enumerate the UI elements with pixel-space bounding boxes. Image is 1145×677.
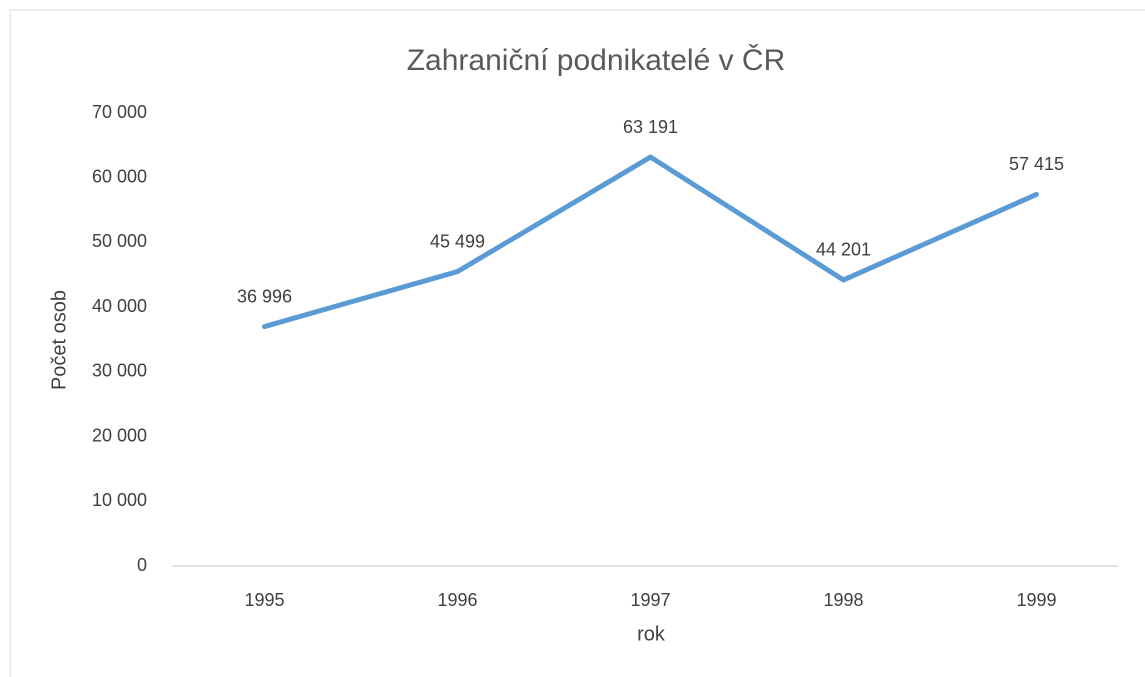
x-tick-label: 1997 [630, 590, 670, 610]
x-tick-label: 1996 [437, 590, 477, 610]
data-label: 45 499 [430, 231, 485, 251]
data-label: 44 201 [816, 240, 871, 260]
y-tick-label: 60 000 [92, 166, 147, 186]
chart-frame [9, 9, 1145, 677]
y-tick-label: 50 000 [92, 231, 147, 251]
y-tick-label: 20 000 [92, 425, 147, 445]
data-label: 36 996 [237, 286, 292, 306]
y-tick-label: 70 000 [92, 102, 147, 122]
data-label: 63 191 [623, 117, 678, 137]
chart-title: Zahraniční podnikatelé v ČR [407, 43, 786, 77]
x-tick-label: 1995 [244, 590, 284, 610]
y-tick-label: 30 000 [92, 361, 147, 381]
y-tick-label: 10 000 [92, 490, 147, 510]
x-axis-title: rok [637, 623, 666, 645]
y-tick-label: 40 000 [92, 296, 147, 316]
data-label: 57 415 [1009, 154, 1064, 174]
y-tick-label: 0 [137, 555, 147, 575]
y-axis-title: Počet osob [48, 290, 70, 390]
x-tick-label: 1999 [1016, 590, 1056, 610]
x-tick-label: 1998 [823, 590, 863, 610]
data-line [262, 154, 1039, 330]
